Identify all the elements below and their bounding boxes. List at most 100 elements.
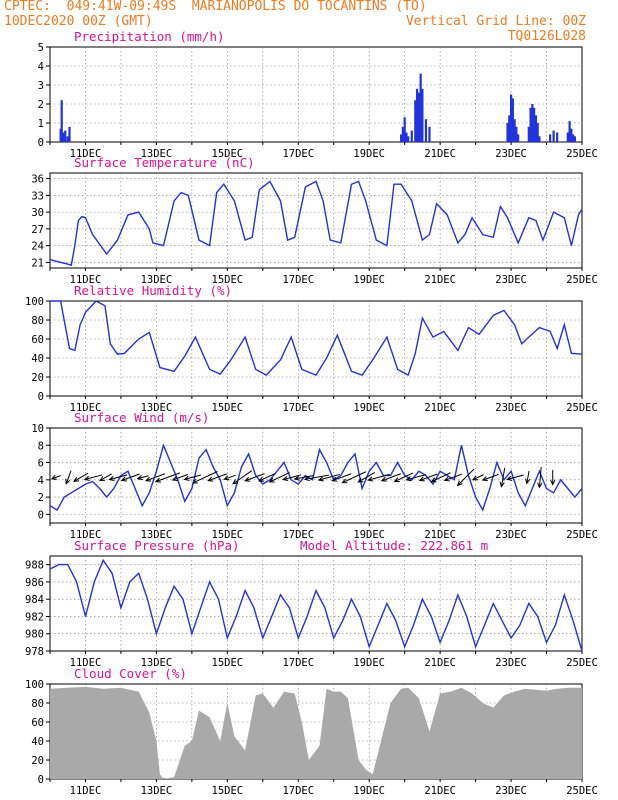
wind-arrow-shaft	[358, 472, 376, 483]
x-tick-label: 25DEC	[566, 274, 598, 286]
series-line	[49, 180, 583, 267]
wind-arrow-head	[550, 479, 556, 486]
precipitation-bar	[419, 73, 422, 142]
series-line	[50, 300, 583, 377]
x-tick-label: 19DEC	[353, 148, 385, 160]
y-tick-label: 2	[38, 99, 44, 111]
wind-arrow-head	[83, 475, 90, 481]
panel-annotation: Model Altitude: 222.861 m	[300, 538, 488, 553]
y-tick-label: 0	[38, 391, 44, 403]
wind-arrow-shaft	[51, 475, 61, 480]
panel-frame	[49, 172, 583, 269]
precipitation-bar	[531, 104, 534, 142]
precipitation-bar	[410, 130, 413, 142]
panel-frame	[49, 427, 583, 524]
x-tick-label: 19DEC	[353, 657, 385, 669]
y-tick-label: 40	[31, 736, 44, 748]
x-tick-label: 15DEC	[212, 402, 244, 414]
y-tick-label: 40	[31, 353, 44, 365]
panel-title: Surface Pressure (hPa)	[74, 538, 240, 553]
wind-arrow-head	[418, 476, 425, 482]
x-tick-label: 15DEC	[212, 529, 244, 541]
x-tick-label: 11DEC	[70, 785, 102, 797]
wind-arrow-shaft	[73, 472, 89, 482]
wind-arrow-head	[183, 475, 190, 481]
wind-arrow-shaft	[342, 471, 367, 484]
x-tick-label: 13DEC	[141, 274, 173, 286]
y-tick-label: 60	[31, 334, 44, 346]
wind-arrow-shaft	[472, 474, 484, 481]
x-tick-label: 23DEC	[495, 274, 527, 286]
wind-arrow-shaft	[318, 473, 340, 481]
wind-arrow-head	[144, 476, 152, 482]
precipitation-bar	[513, 119, 516, 142]
wind-arrow-head	[244, 476, 251, 482]
wind-arrow-head	[506, 475, 513, 481]
y-tick-label: 984	[25, 594, 44, 606]
y-tick-label: 30	[31, 207, 44, 219]
precipitation-bar	[403, 117, 406, 142]
precipitation-bar	[428, 126, 431, 142]
precipitation-bar	[424, 119, 428, 142]
wind-arrow-head	[443, 476, 450, 482]
panel-title: Relative Humidity (%)	[74, 283, 232, 298]
series-line	[49, 558, 583, 652]
precipitation-bar	[573, 136, 577, 142]
wind-arrow-head	[405, 476, 412, 482]
wind-arrow-head	[537, 482, 543, 489]
y-tick-label: 978	[25, 646, 44, 658]
x-tick-label: 23DEC	[495, 148, 527, 160]
wind-arrow-head	[331, 476, 338, 482]
y-tick-label: 0	[38, 774, 44, 786]
wind-arrow-shaft	[431, 472, 451, 483]
precipitation-bar	[529, 107, 532, 142]
header-model-code: TQ0126L028	[507, 29, 586, 44]
x-tick-label: 25DEC	[566, 785, 598, 797]
panel-title: Cloud Cover (%)	[74, 666, 187, 681]
precipitation-bar	[509, 94, 513, 142]
wind-arrow-shaft	[184, 474, 202, 480]
y-tick-label: 80	[31, 698, 44, 710]
x-tick-label: 19DEC	[353, 274, 385, 286]
wind-arrow-head	[108, 475, 115, 482]
wind-arrow-head	[258, 476, 265, 482]
precipitation-bar	[401, 126, 404, 142]
wind-arrow-shaft	[538, 467, 542, 488]
precipitation-bar	[548, 134, 552, 142]
y-tick-label: 6	[38, 458, 44, 470]
x-tick-label: 25DEC	[566, 402, 598, 414]
wind-arrow-shaft	[457, 468, 475, 486]
x-tick-label: 13DEC	[141, 785, 173, 797]
panel-frame	[49, 300, 583, 397]
header-run-date: 10DEC2020 00Z (GMT)	[4, 14, 153, 29]
y-tick-label: 36	[31, 174, 44, 186]
y-tick-label: 60	[31, 717, 44, 729]
wind-arrow-head	[471, 475, 478, 481]
header-location: CPTEC: 049:41W-09:49S MARIANOPOLIS DO TO…	[4, 0, 427, 14]
y-tick-label: 4	[38, 475, 44, 487]
wind-arrow-shaft	[65, 470, 72, 484]
wind-arrow-shaft	[258, 472, 276, 482]
precipitation-bar	[508, 115, 511, 142]
y-tick-label: 982	[25, 611, 44, 623]
wind-arrow-shaft	[245, 473, 265, 482]
x-tick-label: 13DEC	[141, 402, 173, 414]
wind-arrow-shaft	[526, 470, 530, 484]
wind-arrow-shaft	[294, 475, 315, 480]
precipitation-bar	[568, 121, 571, 142]
x-tick-label: 17DEC	[282, 657, 314, 669]
wind-arrow-head	[380, 476, 387, 482]
precipitation-bar	[414, 100, 417, 142]
y-tick-label: 8	[38, 440, 44, 452]
precipitation-bar	[538, 136, 541, 142]
wind-arrow-head	[268, 477, 275, 483]
x-tick-label: 11DEC	[70, 529, 102, 541]
x-tick-label: 23DEC	[495, 529, 527, 541]
x-tick-label: 17DEC	[282, 274, 314, 286]
wind-arrow-shaft	[394, 472, 414, 482]
wind-arrow-head	[223, 475, 230, 481]
x-tick-label: 21DEC	[424, 529, 456, 541]
x-tick-label: 21DEC	[424, 785, 456, 797]
panel-frame	[49, 555, 583, 652]
y-tick-label: 0	[38, 509, 44, 521]
